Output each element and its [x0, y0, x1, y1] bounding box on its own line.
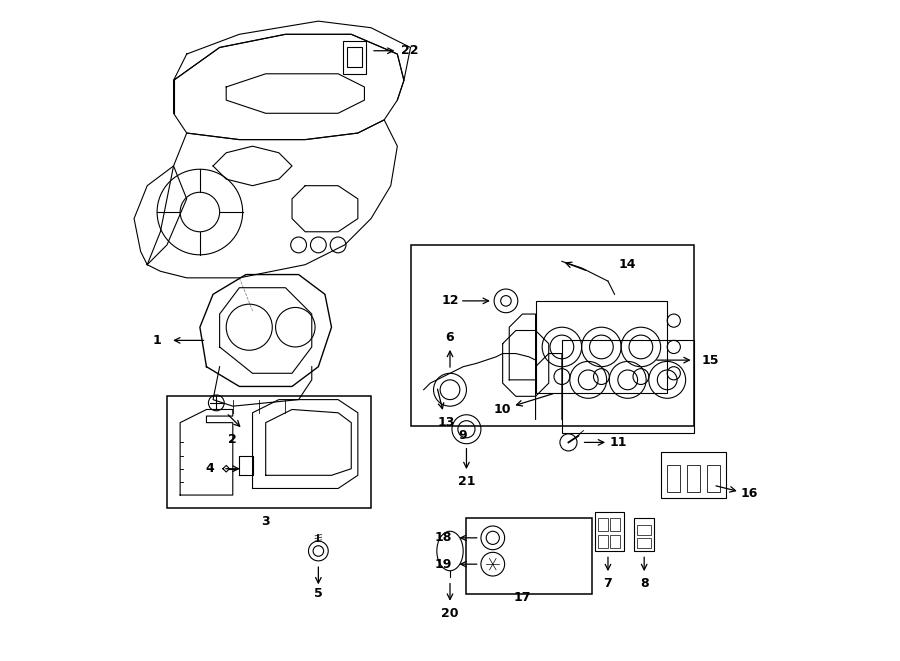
Bar	[610, 535, 620, 548]
Text: 14: 14	[619, 258, 636, 271]
Bar	[687, 465, 700, 492]
Text: 7: 7	[604, 578, 612, 590]
Text: 21: 21	[458, 475, 475, 488]
Bar	[598, 518, 608, 531]
Text: 18: 18	[435, 531, 452, 545]
Text: 2: 2	[229, 432, 238, 446]
Bar	[410, 245, 694, 426]
Text: 13: 13	[438, 416, 455, 429]
Bar	[637, 525, 652, 535]
Bar	[167, 397, 371, 508]
Text: 3: 3	[261, 515, 270, 528]
Text: 12: 12	[441, 294, 459, 307]
Text: 4: 4	[205, 462, 214, 475]
Text: 9: 9	[459, 429, 467, 442]
Text: 10: 10	[494, 403, 511, 416]
Bar	[595, 512, 625, 551]
Bar	[466, 518, 591, 594]
Bar	[598, 535, 608, 548]
Bar	[667, 465, 680, 492]
Text: 11: 11	[609, 436, 626, 449]
Text: 15: 15	[701, 354, 719, 367]
Bar	[637, 538, 652, 548]
Bar	[562, 340, 694, 432]
Bar	[610, 518, 620, 531]
Bar	[343, 41, 366, 74]
Text: 6: 6	[446, 330, 454, 344]
Text: 5: 5	[314, 587, 323, 600]
Bar	[536, 301, 667, 393]
Bar	[634, 518, 654, 551]
Text: 8: 8	[640, 578, 649, 590]
Text: 19: 19	[435, 558, 452, 570]
Text: 1: 1	[153, 334, 161, 347]
Text: 16: 16	[741, 486, 758, 500]
Text: 22: 22	[400, 44, 418, 58]
Bar	[661, 452, 726, 498]
Bar	[346, 48, 363, 67]
Text: 17: 17	[514, 590, 531, 603]
Text: 20: 20	[441, 607, 459, 620]
Bar	[706, 465, 720, 492]
